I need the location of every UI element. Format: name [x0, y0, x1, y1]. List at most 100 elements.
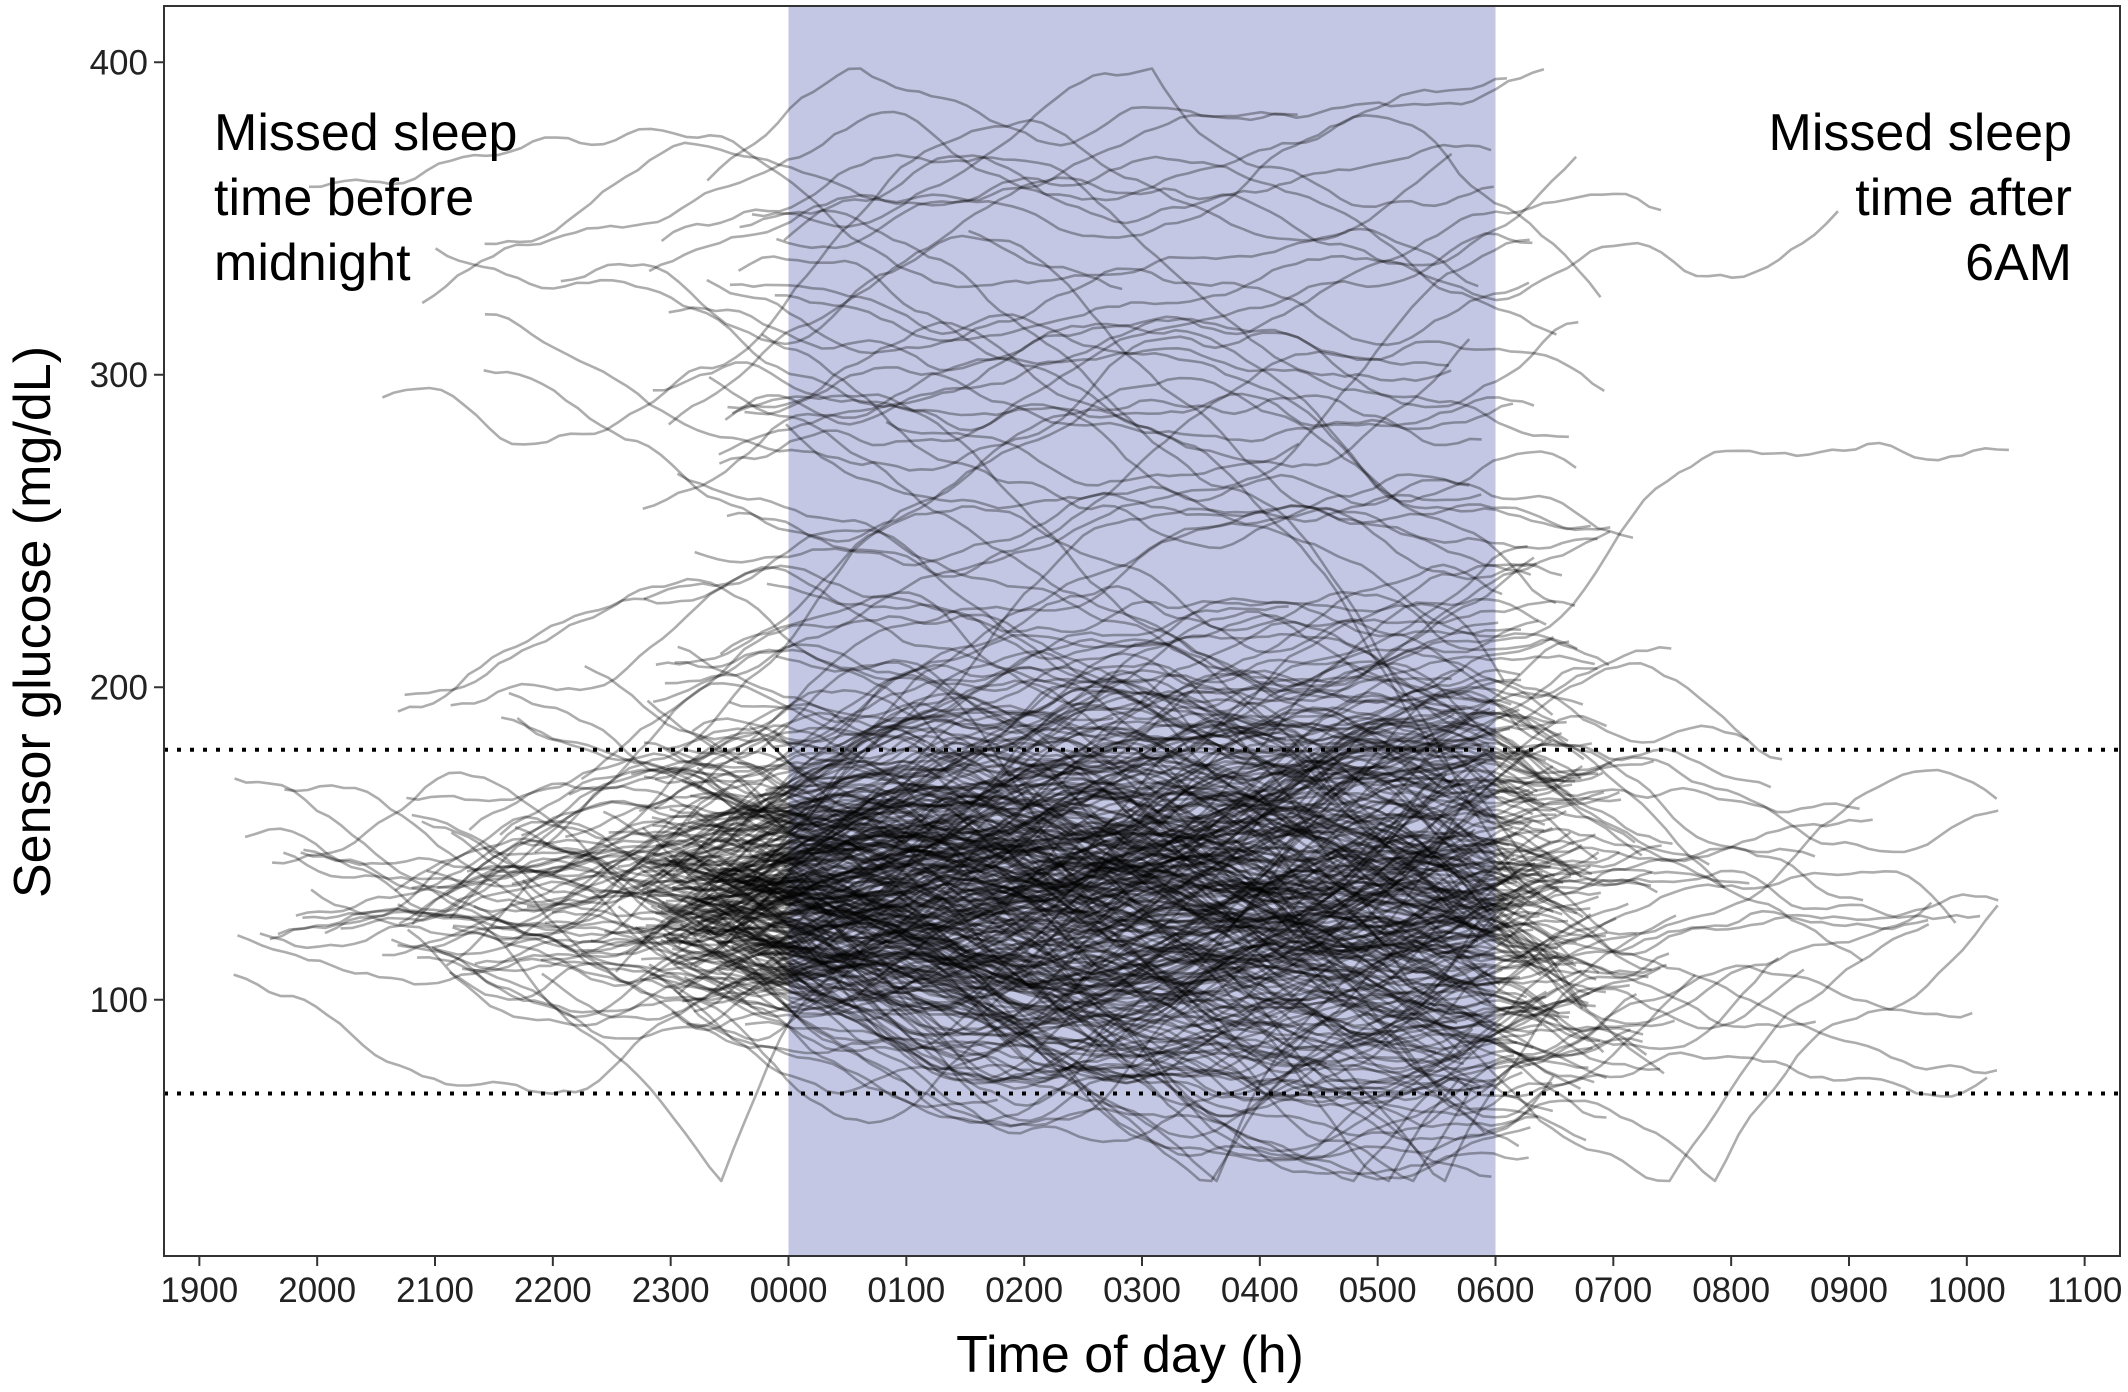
- glucose-trace: [534, 408, 1608, 933]
- glucose-trace: [303, 803, 1518, 1022]
- glucose-trace: [767, 727, 1511, 903]
- glucose-trace: [733, 714, 1608, 1076]
- glucose-trace: [668, 306, 1577, 503]
- glucose-trace: [955, 765, 1452, 870]
- glucose-trace: [652, 613, 1491, 822]
- glucose-trace: [461, 791, 1583, 1183]
- glucose-trace: [759, 888, 1538, 1054]
- glucose-trace: [667, 754, 1494, 912]
- glucose-trace: [1000, 736, 1298, 774]
- glucose-trace: [741, 721, 1509, 906]
- glucose-trace: [829, 856, 1338, 982]
- glucose-trace: [713, 895, 1988, 1098]
- glucose-trace: [741, 842, 1462, 1062]
- glucose-trace: [799, 777, 1367, 896]
- glucose-trace: [762, 840, 1930, 1183]
- glucose-trace: [638, 662, 1442, 813]
- glucose-trace: [694, 811, 1473, 926]
- glucose-trace: [809, 720, 1305, 781]
- glucose-trace: [642, 818, 1503, 911]
- glucose-trace: [406, 928, 1587, 1144]
- glucose-trace: [397, 528, 1518, 873]
- glucose-trace: [693, 709, 1496, 952]
- glucose-trace: [991, 873, 1475, 942]
- y-tick-label: 200: [90, 668, 148, 707]
- glucose-trace: [751, 209, 1530, 489]
- glucose-trace: [708, 834, 1583, 986]
- glucose-trace: [390, 853, 1558, 1040]
- glucose-trace: [785, 423, 1482, 526]
- glucose-trace: [602, 597, 1547, 880]
- glucose-trace: [565, 723, 1497, 839]
- glucose-trace: [521, 767, 1513, 931]
- glucose-trace: [774, 920, 1530, 1044]
- glucose-trace: [662, 668, 1465, 834]
- glucose-trace: [772, 904, 1999, 1183]
- glucose-trace: [744, 970, 1489, 1118]
- glucose-trace: [721, 720, 1772, 885]
- glucose-trace: [437, 762, 1440, 892]
- glucose-trace: [983, 908, 1433, 989]
- glucose-trace: [643, 724, 1540, 935]
- glucose-trace: [726, 901, 1529, 1175]
- glucose-trace: [644, 915, 1600, 1085]
- annotation-line: time before: [214, 169, 474, 227]
- glucose-trace: [706, 728, 1673, 950]
- glucose-trace: [450, 564, 1535, 899]
- glucose-trace: [691, 648, 1554, 767]
- glucose-trace: [850, 785, 1346, 886]
- glucose-trace: [669, 806, 1590, 996]
- glucose-trace: [683, 824, 1816, 1053]
- x-axis: 1900 2000 2100 2200 2300 0000 0100 0200 0300 0400…: [160, 1256, 2122, 1310]
- glucose-trace: [870, 737, 1367, 863]
- glucose-trace: [992, 848, 1406, 902]
- glucose-trace: [678, 863, 1481, 995]
- glucose-trace: [713, 839, 1575, 935]
- glucose-trace: [676, 441, 2009, 703]
- glucose-trace: [718, 766, 1474, 905]
- glucose-trace: [472, 905, 1570, 1019]
- glucose-trace: [751, 882, 1472, 961]
- glucose-trace: [651, 745, 1501, 986]
- glucose-trace: [687, 685, 1455, 829]
- glucose-trace: [434, 192, 1662, 408]
- glucose-trace: [778, 808, 1546, 1017]
- glucose-trace: [706, 67, 1545, 182]
- glucose-trace: [660, 741, 1593, 919]
- glucose-trace: [630, 702, 1622, 838]
- glucose-trace: [782, 930, 1479, 1123]
- glucose-trace: [726, 742, 1576, 1084]
- glucose-trace: [736, 893, 1999, 1083]
- glucose-trace: [642, 867, 1539, 1033]
- glucose-trace: [682, 879, 1933, 1026]
- glucose-trace: [719, 902, 1805, 1099]
- glucose-trace: [776, 708, 1520, 826]
- glucose-trace: [728, 815, 1460, 937]
- glucose-trace: [772, 848, 1528, 999]
- glucose-trace: [759, 768, 1998, 1017]
- glucose-trace: [694, 350, 1449, 578]
- glucose-trace: [540, 852, 1331, 962]
- glucose-trace: [720, 885, 1476, 1038]
- glucose-trace: [650, 881, 1524, 952]
- glucose-trace: [729, 283, 1579, 409]
- glucose-trace: [749, 710, 1482, 935]
- glucose-trace: [775, 77, 1507, 250]
- glucose-trace: [726, 473, 1470, 567]
- glucose-trace: [614, 831, 1572, 1037]
- glucose-trace: [758, 902, 1444, 1026]
- glucose-trace: [765, 785, 1591, 953]
- glucose-trace: [750, 813, 1483, 1019]
- glucose-trace: [608, 830, 1599, 1005]
- glucose-trace: [727, 321, 1482, 447]
- glucose-trace: [753, 873, 1474, 1158]
- glucose-trace: [693, 857, 1531, 1183]
- glucose-trace: [643, 726, 1552, 885]
- y-tick-label: 400: [90, 43, 148, 82]
- glucose-trace: [382, 829, 1668, 975]
- glucose-trace: [693, 918, 1531, 1181]
- glucose-trace: [666, 794, 1552, 923]
- glucose-trace: [688, 767, 1549, 882]
- glucose-trace: [741, 915, 1450, 1028]
- glucose-trace: [688, 813, 1750, 912]
